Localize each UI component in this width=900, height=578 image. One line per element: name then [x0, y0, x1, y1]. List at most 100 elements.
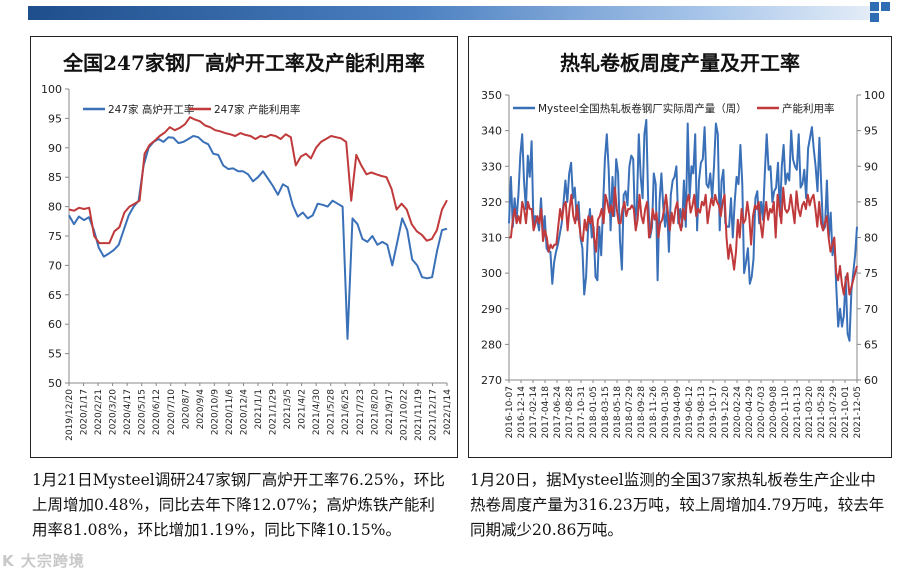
left-legend-label-0: 247家 高炉开工率 [108, 103, 194, 116]
left-x-tick-label: 2020/10/9 [210, 389, 220, 435]
right-x-tick-label: 2020-04-29 [745, 386, 755, 439]
right-x-tick-label: 2018-01-05 [589, 386, 599, 438]
right-x-tick-label: 2017-04-18 [541, 386, 551, 439]
right-x-tick-label: 2019-08-13 [697, 386, 707, 438]
right-y-tick-label: 270 [481, 374, 502, 387]
left-chart-panel: 全国247家钢厂高炉开工率及产能利用率 50 55 60 65 70 75 80 85 90 95 1… [30, 36, 458, 458]
left-x-tick-label: 2022/1/14 [443, 389, 453, 435]
right-y-tick-label: 330 [481, 160, 502, 173]
right-y-tick-label: 350 [481, 89, 502, 102]
left-caption: 1月21日Mysteel调研247家钢厂高炉开工率76.25%，环比上周增加0.… [32, 471, 445, 539]
right-y2-tick-label: 90 [864, 160, 878, 173]
left-y-tick-label: 90 [48, 142, 62, 155]
right-x-tick-label: 2020-07-03 [757, 386, 767, 438]
left-y-tick-label: 100 [41, 83, 62, 96]
right-y2-tick-label: 85 [864, 196, 878, 209]
corner-squares-logo [870, 0, 894, 24]
right-y2-tick-label: 65 [864, 338, 878, 351]
left-y-tick-label: 60 [48, 318, 62, 331]
right-chart-title: 热轧卷板周度产量及开工率 [560, 51, 800, 75]
right-x-tick-label: 2019-04-09 [673, 386, 683, 439]
left-series-line-1 [68, 116, 448, 245]
left-y-tick-label: 80 [48, 201, 62, 214]
left-x-tick-label: 2021/6/25 [341, 389, 351, 435]
left-y-tick-label: 95 [48, 112, 62, 125]
left-y-tick-label: 75 [48, 230, 62, 243]
right-x-tick-label: 2018-11-26 [649, 386, 659, 439]
right-x-tick-label: 2020-11-10 [781, 386, 791, 439]
left-x-tick-label: 2021/7/23 [356, 389, 366, 435]
left-x-tick-label: 2020/3/20 [109, 389, 119, 435]
right-y2-tick-label: 70 [864, 303, 878, 316]
left-x-tick-label: 2021/1/29 [269, 389, 279, 435]
left-x-tick-label: 2021/4/2 [298, 389, 308, 429]
right-y-tick-label: 310 [481, 232, 502, 245]
right-y2-tick-label: 75 [864, 267, 878, 280]
left-y-tick-label: 55 [48, 348, 62, 361]
left-y-tick-label: 50 [48, 377, 62, 390]
left-x-tick-label: 2021/11/19 [414, 389, 424, 441]
left-legend-label-1: 247家 产能利用率 [214, 103, 300, 116]
right-x-tick-label: 2021-10-01 [841, 386, 851, 438]
left-y-tick-label: 85 [48, 171, 62, 184]
right-x-tick-label: 2019-12-20 [721, 386, 731, 439]
right-x-tick-label: 2021-05-28 [817, 386, 827, 439]
right-x-tick-label: 2018-09-28 [637, 386, 647, 439]
right-x-tick-label: 2016-12-14 [517, 386, 527, 439]
left-x-tick-label: 2020/6/12 [152, 389, 162, 435]
right-legend-label-1: 产能利用率 [782, 102, 835, 115]
left-y-tick-label: 70 [48, 259, 62, 272]
left-x-tick-label: 2021/12/17 [428, 389, 438, 441]
right-series-line-0 [508, 118, 858, 342]
header-banner [28, 6, 878, 20]
right-x-tick-label: 2020-09-08 [769, 386, 779, 439]
right-x-tick-label: 2020-02-24 [733, 386, 743, 439]
right-x-tick-label: 2021-03-20 [805, 386, 815, 439]
right-y2-tick-label: 100 [864, 89, 885, 102]
right-x-tick-label: 2021-01-13 [793, 386, 803, 438]
right-x-tick-label: 2017-08-28 [565, 386, 575, 439]
right-y-tick-label: 320 [481, 196, 502, 209]
right-chart-panel: 热轧卷板周度产量及开工率 270 280 290 300 310 320 330 340 350 6… [468, 36, 892, 458]
right-y-tick-label: 300 [481, 267, 502, 280]
left-series-line-0 [68, 135, 448, 340]
left-chart: 全国247家钢厂高炉开工率及产能利用率 50 55 60 65 70 75 80 85 90 95 1… [41, 51, 453, 441]
right-x-tick-label: 2019-06-12 [685, 386, 695, 438]
right-x-tick-label: 2019-01-30 [661, 386, 671, 439]
right-x-tick-label: 2021-12-05 [853, 386, 863, 438]
left-x-tick-label: 2021/1/1 [254, 389, 264, 429]
right-chart: 热轧卷板周度产量及开工率 270 280 290 300 310 320 330 340 350 6… [481, 51, 885, 439]
right-y2-tick-label: 80 [864, 232, 878, 245]
right-x-tick-label: 2017-10-31 [577, 386, 587, 438]
left-y-tick-label: 65 [48, 289, 62, 302]
left-chart-title: 全国247家钢厂高炉开工率及产能利用率 [62, 51, 425, 75]
right-y2-tick-label: 60 [864, 374, 878, 387]
left-x-tick-label: 2021/8/20 [370, 389, 380, 435]
right-x-tick-label: 2018-03-15 [601, 386, 611, 438]
right-y-tick-label: 290 [481, 303, 502, 316]
right-y-tick-label: 340 [481, 125, 502, 138]
right-caption: 1月20日，据Mysteel监测的全国37家热轧板卷生产企业中热卷周度产量为31… [470, 471, 885, 539]
right-x-tick-label: 2017-06-24 [553, 386, 563, 439]
left-x-tick-label: 2020/4/17 [123, 389, 133, 435]
right-legend-label-0: Mysteel全国热轧板卷钢厂实际周产量（周） [538, 102, 747, 115]
right-y-tick-label: 280 [481, 338, 502, 351]
left-x-tick-label: 2021/4/30 [312, 389, 322, 435]
left-x-tick-label: 2021/3/5 [283, 389, 293, 429]
left-x-tick-label: 2021/9/17 [385, 389, 395, 435]
left-x-tick-label: 2020/7/10 [167, 389, 177, 435]
left-x-tick-label: 2020/8/7 [181, 389, 191, 429]
left-x-tick-label: 2020/2/21 [94, 389, 104, 435]
left-x-tick-label: 2021/5/28 [327, 389, 337, 435]
right-x-tick-label: 2017-02-14 [529, 386, 539, 439]
right-series-line-1 [509, 186, 858, 296]
left-x-tick-label: 2019/12/20 [65, 389, 75, 441]
left-x-tick-label: 2020/9/4 [196, 389, 206, 430]
left-x-tick-label: 2020/11/6 [225, 389, 235, 435]
left-x-tick-label: 2020/1/17 [80, 389, 90, 435]
right-x-tick-label: 2018-05-18 [613, 386, 623, 439]
right-y2-tick-label: 95 [864, 125, 878, 138]
right-x-tick-label: 2019-10-17 [709, 386, 719, 438]
left-x-tick-label: 2020/12/4 [239, 389, 249, 435]
right-x-tick-label: 2021-07-29 [829, 386, 839, 439]
